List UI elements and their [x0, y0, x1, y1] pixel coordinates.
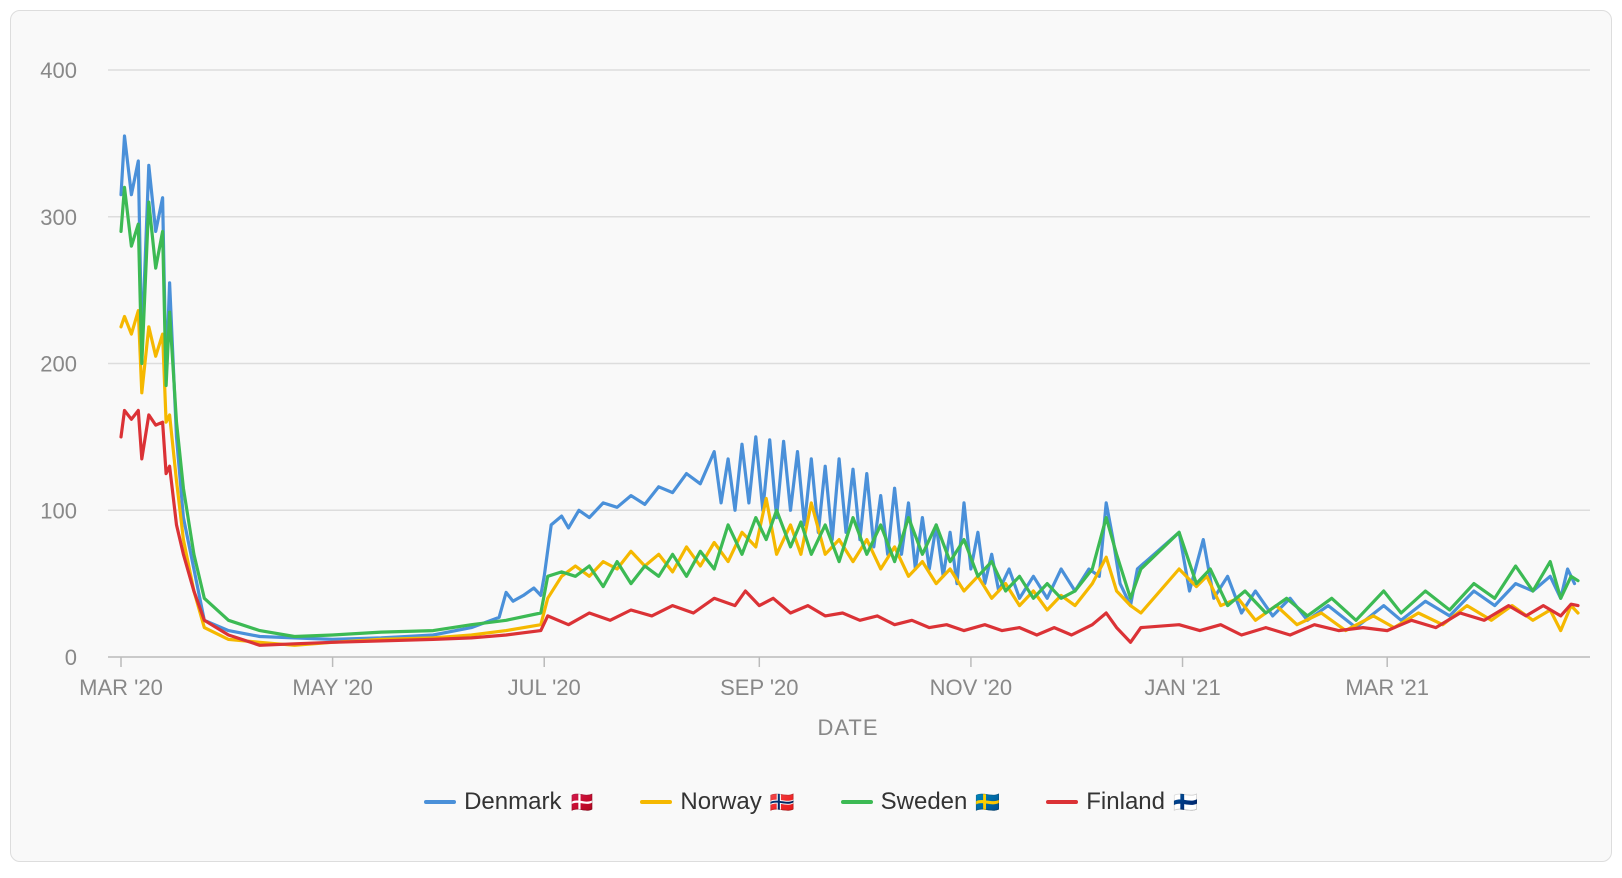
x-axis-title: DATE [817, 715, 878, 740]
x-axis: MAR '20 MAY '20 JUL '20 SEP '20 NOV '20 JAN '… [79, 657, 1429, 700]
legend-label: Norway [680, 788, 762, 815]
legend-swatch [840, 800, 873, 804]
legend-label: Denmark [464, 788, 562, 815]
x-tick-label: MAY '20 [292, 675, 372, 700]
chart-legend: Denmark 🇩🇰 Norway 🇳🇴 Sweden 🇸🇪 Finland 🇫🇮 [0, 782, 1622, 822]
y-tick-label: 200 [40, 352, 77, 377]
legend-item-sweden[interactable]: Sweden 🇸🇪 [840, 788, 1001, 816]
series-line-finland [119, 408, 1580, 647]
series-line-norway [119, 309, 1580, 647]
y-tick-label: 100 [40, 498, 77, 523]
legend-swatch [1046, 800, 1079, 804]
x-tick-label: JAN '21 [1144, 675, 1220, 700]
legend-swatch [424, 800, 457, 804]
series-line-denmark [119, 134, 1577, 641]
x-tick-label: MAR '21 [1345, 675, 1429, 700]
y-tick-label: 300 [40, 205, 77, 230]
x-tick-label: SEP '20 [720, 675, 798, 700]
legend-item-norway[interactable]: Norway 🇳🇴 [640, 788, 795, 816]
series-lines [119, 134, 1580, 647]
y-tick-label: 0 [65, 645, 77, 670]
x-tick-label: MAR '20 [79, 675, 163, 700]
legend-label: Sweden [880, 788, 968, 815]
flag-icon: 🇸🇪 [975, 791, 1001, 814]
series-line-sweden [119, 185, 1580, 639]
legend-item-denmark[interactable]: Denmark 🇩🇰 [424, 788, 594, 816]
grid-lines [108, 69, 1590, 658]
y-axis-tick-labels: 0 100 200 300 400 [40, 58, 77, 670]
flag-icon: 🇫🇮 [1172, 791, 1198, 814]
legend-item-finland[interactable]: Finland 🇫🇮 [1046, 788, 1198, 816]
flag-icon: 🇩🇰 [569, 791, 595, 814]
legend-label: Finland [1086, 788, 1165, 815]
x-tick-label: JUL '20 [508, 675, 581, 700]
x-tick-label: NOV '20 [930, 675, 1012, 700]
y-tick-label: 400 [40, 58, 77, 83]
legend-swatch [640, 800, 673, 804]
flag-icon: 🇳🇴 [769, 791, 795, 814]
chart-card [10, 10, 1612, 862]
